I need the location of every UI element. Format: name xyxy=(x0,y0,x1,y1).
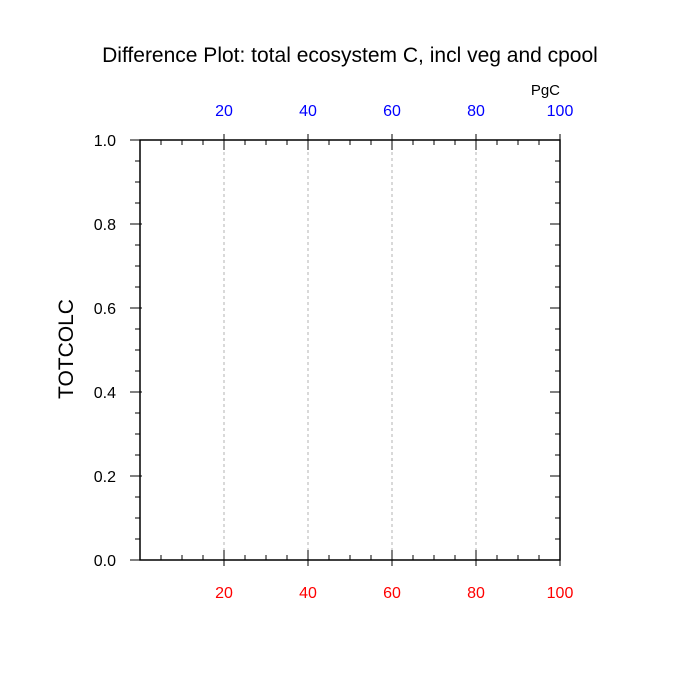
axis-ticks xyxy=(130,134,561,566)
y-tick-label: 1.0 xyxy=(94,133,116,150)
y-tick-label: 0.0 xyxy=(94,553,116,570)
chart-title: Difference Plot: total ecosystem C, incl… xyxy=(102,44,598,67)
gridlines xyxy=(223,140,477,560)
x-tick-label-bottom: 40 xyxy=(299,585,317,602)
y-tick-label: 0.2 xyxy=(94,469,116,486)
y-tick-label: 0.6 xyxy=(94,301,116,318)
plot-frame xyxy=(139,139,561,561)
tick-labels: 20 20 40 40 60 60 80 80 100 100 0.0 0.2 0.4 0.6 0.8 1.0 xyxy=(94,103,574,602)
x-tick-label-bottom: 100 xyxy=(547,585,574,602)
x-tick-label-top: 20 xyxy=(215,103,233,120)
x-tick-label-top: 40 xyxy=(299,103,317,120)
x-tick-label-bottom: 60 xyxy=(383,585,401,602)
y-tick-label: 0.8 xyxy=(94,217,116,234)
x-tick-label-bottom: 20 xyxy=(215,585,233,602)
y-tick-label: 0.4 xyxy=(94,385,116,402)
x-tick-label-top: 80 xyxy=(467,103,485,120)
x-tick-label-bottom: 80 xyxy=(467,585,485,602)
x-tick-label-top: 60 xyxy=(383,103,401,120)
x-tick-label-top: 100 xyxy=(547,103,574,120)
y-axis-label: TOTCOLC xyxy=(55,299,78,399)
top-axis-unit-label: PgC xyxy=(531,82,560,99)
